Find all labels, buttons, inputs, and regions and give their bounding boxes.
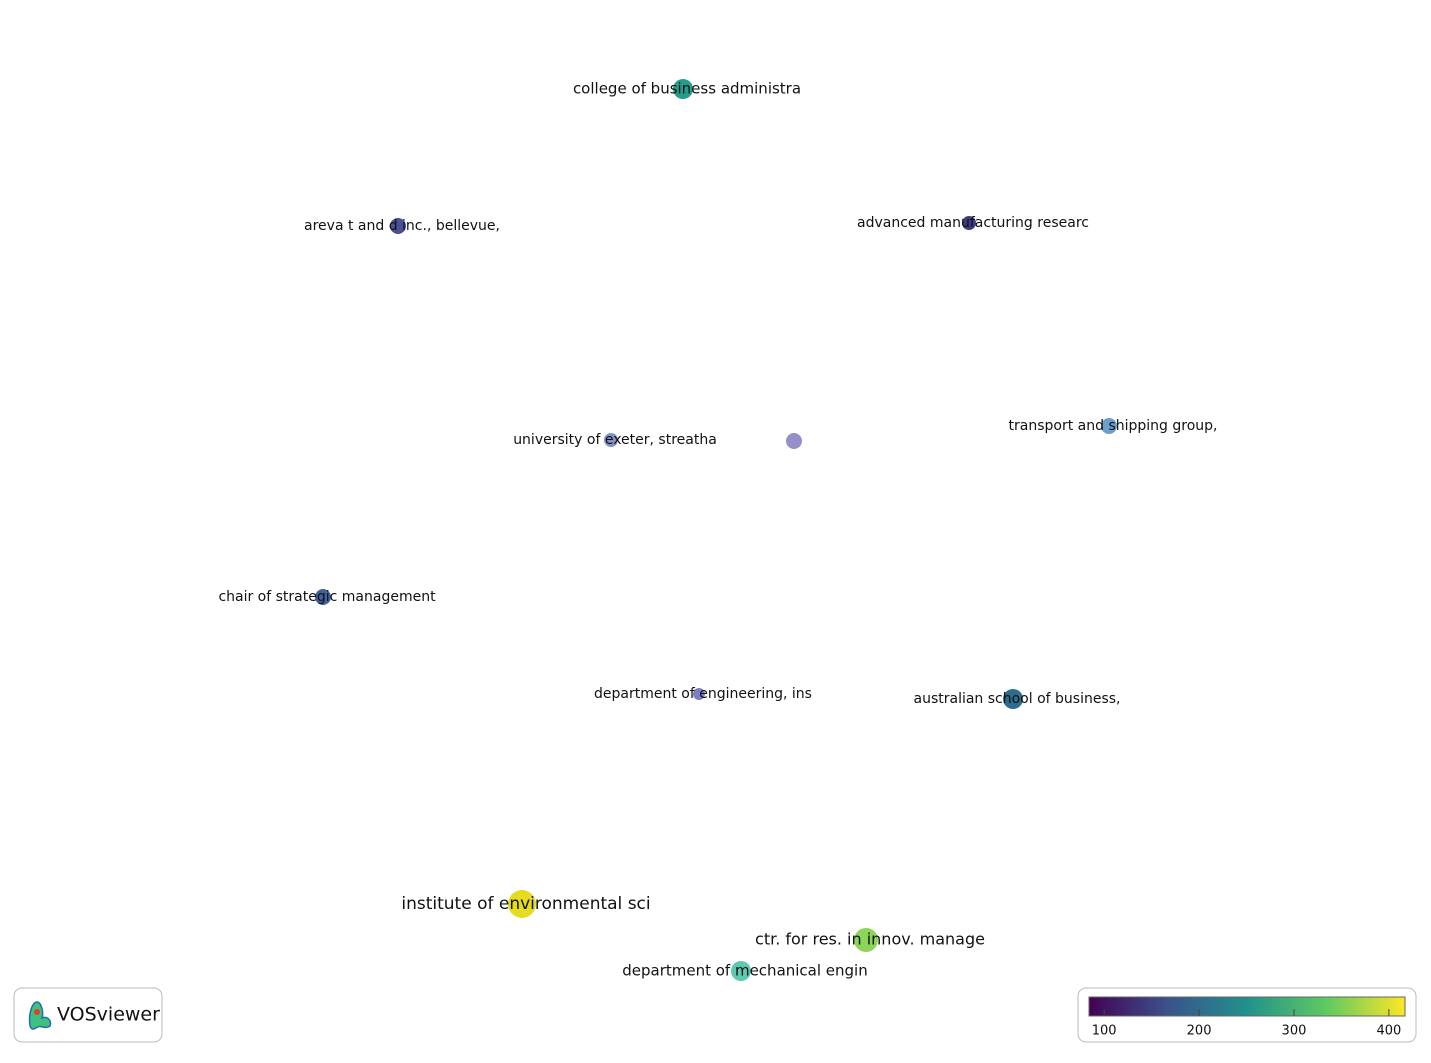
node-label: ctr. for res. in innov. manage <box>755 930 985 949</box>
node-label: college of business administra <box>573 80 801 98</box>
node-label: university of exeter, streatha <box>513 432 717 448</box>
node <box>508 890 536 918</box>
node <box>1003 689 1023 709</box>
logo-icon <box>28 1001 52 1030</box>
node-label: transport and shipping group, <box>1009 418 1218 434</box>
colorbar-tick-label: 400 <box>1376 1024 1401 1039</box>
node <box>673 79 693 99</box>
logo-text: VOSviewer <box>57 1004 160 1026</box>
colorbar-tick-label: 100 <box>1092 1024 1117 1039</box>
logo-box <box>13 987 163 1043</box>
node <box>315 589 331 605</box>
node <box>731 961 751 981</box>
node <box>962 216 976 230</box>
node <box>786 433 802 449</box>
node-label: areva t and d inc., bellevue, <box>304 218 500 234</box>
colorbar-tick-label: 300 <box>1282 1024 1307 1039</box>
node-label: advanced manufacturing researc <box>857 215 1089 231</box>
node-label: institute of environmental sci <box>401 894 650 914</box>
node <box>390 218 406 234</box>
node <box>854 928 878 952</box>
colorbar <box>1088 996 1406 1017</box>
node <box>604 433 618 447</box>
node <box>693 688 705 700</box>
node-label: department of engineering, ins <box>594 686 812 702</box>
colorbar-tick-label: 200 <box>1187 1024 1212 1039</box>
node-label: chair of strategic management <box>218 589 436 605</box>
node-label: australian school of business, <box>914 691 1121 707</box>
node-label: department of mechanical engin <box>622 962 868 980</box>
node <box>1101 418 1117 434</box>
